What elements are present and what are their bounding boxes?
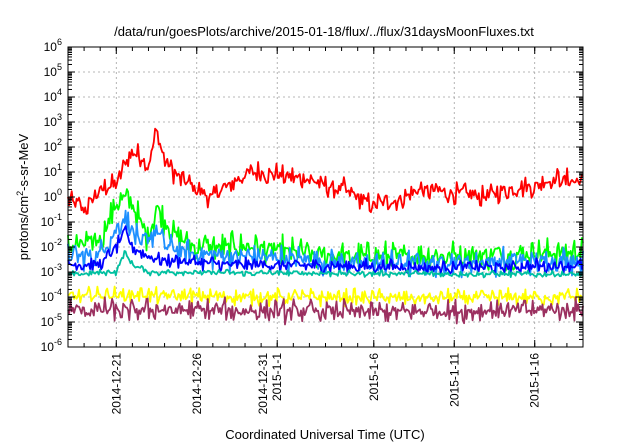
y-tick-exp: 6 <box>57 37 62 47</box>
y-tick-exp: 3 <box>57 112 62 122</box>
y-tick-label: 10-1 <box>41 212 62 229</box>
y-tick-label: 105 <box>44 62 62 79</box>
y-axis-ticks: 10610510410310210110010-110-210-310-410-… <box>41 37 583 354</box>
series-line-7 <box>67 296 584 326</box>
y-tick-label: 106 <box>44 37 62 54</box>
series-line-1 <box>67 127 584 215</box>
y-tick-exp: -2 <box>54 237 62 247</box>
y-tick-base: 10 <box>44 165 58 179</box>
series-line-4 <box>67 225 584 276</box>
y-tick-label: 100 <box>44 187 62 204</box>
y-tick-label: 10-2 <box>41 237 62 254</box>
y-tick-base: 10 <box>44 115 58 129</box>
y-tick-base: 10 <box>41 240 55 254</box>
plot-area <box>67 127 584 326</box>
y-tick-exp: 4 <box>57 87 62 97</box>
y-axis-label-exp: 2 <box>15 191 25 196</box>
x-axis-ticks: 2014-12-21 2014-12-26 2014-12-31 2015-1-1 20… <box>67 47 584 415</box>
x-tick-label: 2015-1-1 <box>270 353 284 401</box>
y-tick-exp: 2 <box>57 137 62 147</box>
x-tick-label: 2015-1-11 <box>447 353 461 407</box>
y-tick-label: 103 <box>44 112 62 129</box>
y-tick-base: 10 <box>44 40 58 54</box>
series-line-6 <box>67 285 584 308</box>
y-tick-exp: 0 <box>57 187 62 197</box>
y-tick-base: 10 <box>41 315 55 329</box>
y-tick-base: 10 <box>41 215 55 229</box>
y-tick-base: 10 <box>41 265 55 279</box>
y-tick-exp: 1 <box>57 162 62 172</box>
y-tick-label: 10-5 <box>41 312 62 329</box>
y-tick-label: 101 <box>44 162 62 179</box>
y-tick-base: 10 <box>44 140 58 154</box>
y-tick-base: 10 <box>41 290 55 304</box>
x-tick-label: 2015-1-16 <box>528 353 542 408</box>
y-tick-exp: -6 <box>54 337 62 347</box>
y-tick-label: 10-6 <box>41 337 62 354</box>
y-tick-label: 102 <box>44 137 62 154</box>
y-tick-base: 10 <box>44 190 58 204</box>
y-tick-label: 104 <box>44 87 62 104</box>
y-tick-base: 10 <box>44 90 58 104</box>
y-axis-label: protons/cm2-s-sr-MeV <box>15 133 31 260</box>
chart-title: /data/run/goesPlots/archive/2015-01-18/f… <box>114 24 534 39</box>
y-tick-exp: -4 <box>54 287 62 297</box>
y-tick-base: 10 <box>41 340 55 354</box>
y-tick-exp: 5 <box>57 62 62 72</box>
y-tick-exp: -3 <box>54 262 62 272</box>
y-tick-label: 10-4 <box>41 287 62 304</box>
y-axis-label-rest: -s-sr-MeV <box>16 133 31 190</box>
y-tick-exp: -1 <box>54 212 62 222</box>
x-tick-label: 2014-12-31 <box>256 353 270 415</box>
y-tick-label: 10-3 <box>41 262 62 279</box>
y-tick-base: 10 <box>44 65 58 79</box>
y-tick-exp: -5 <box>54 312 62 322</box>
x-tick-label: 2014-12-26 <box>190 353 204 415</box>
y-axis-label-base: protons/cm <box>16 196 31 260</box>
x-axis-label: Coordinated Universal Time (UTC) <box>225 427 424 442</box>
series-line-5 <box>67 250 584 279</box>
x-tick-label: 2014-12-21 <box>109 353 123 415</box>
x-tick-label: 2015-1-6 <box>367 353 381 401</box>
